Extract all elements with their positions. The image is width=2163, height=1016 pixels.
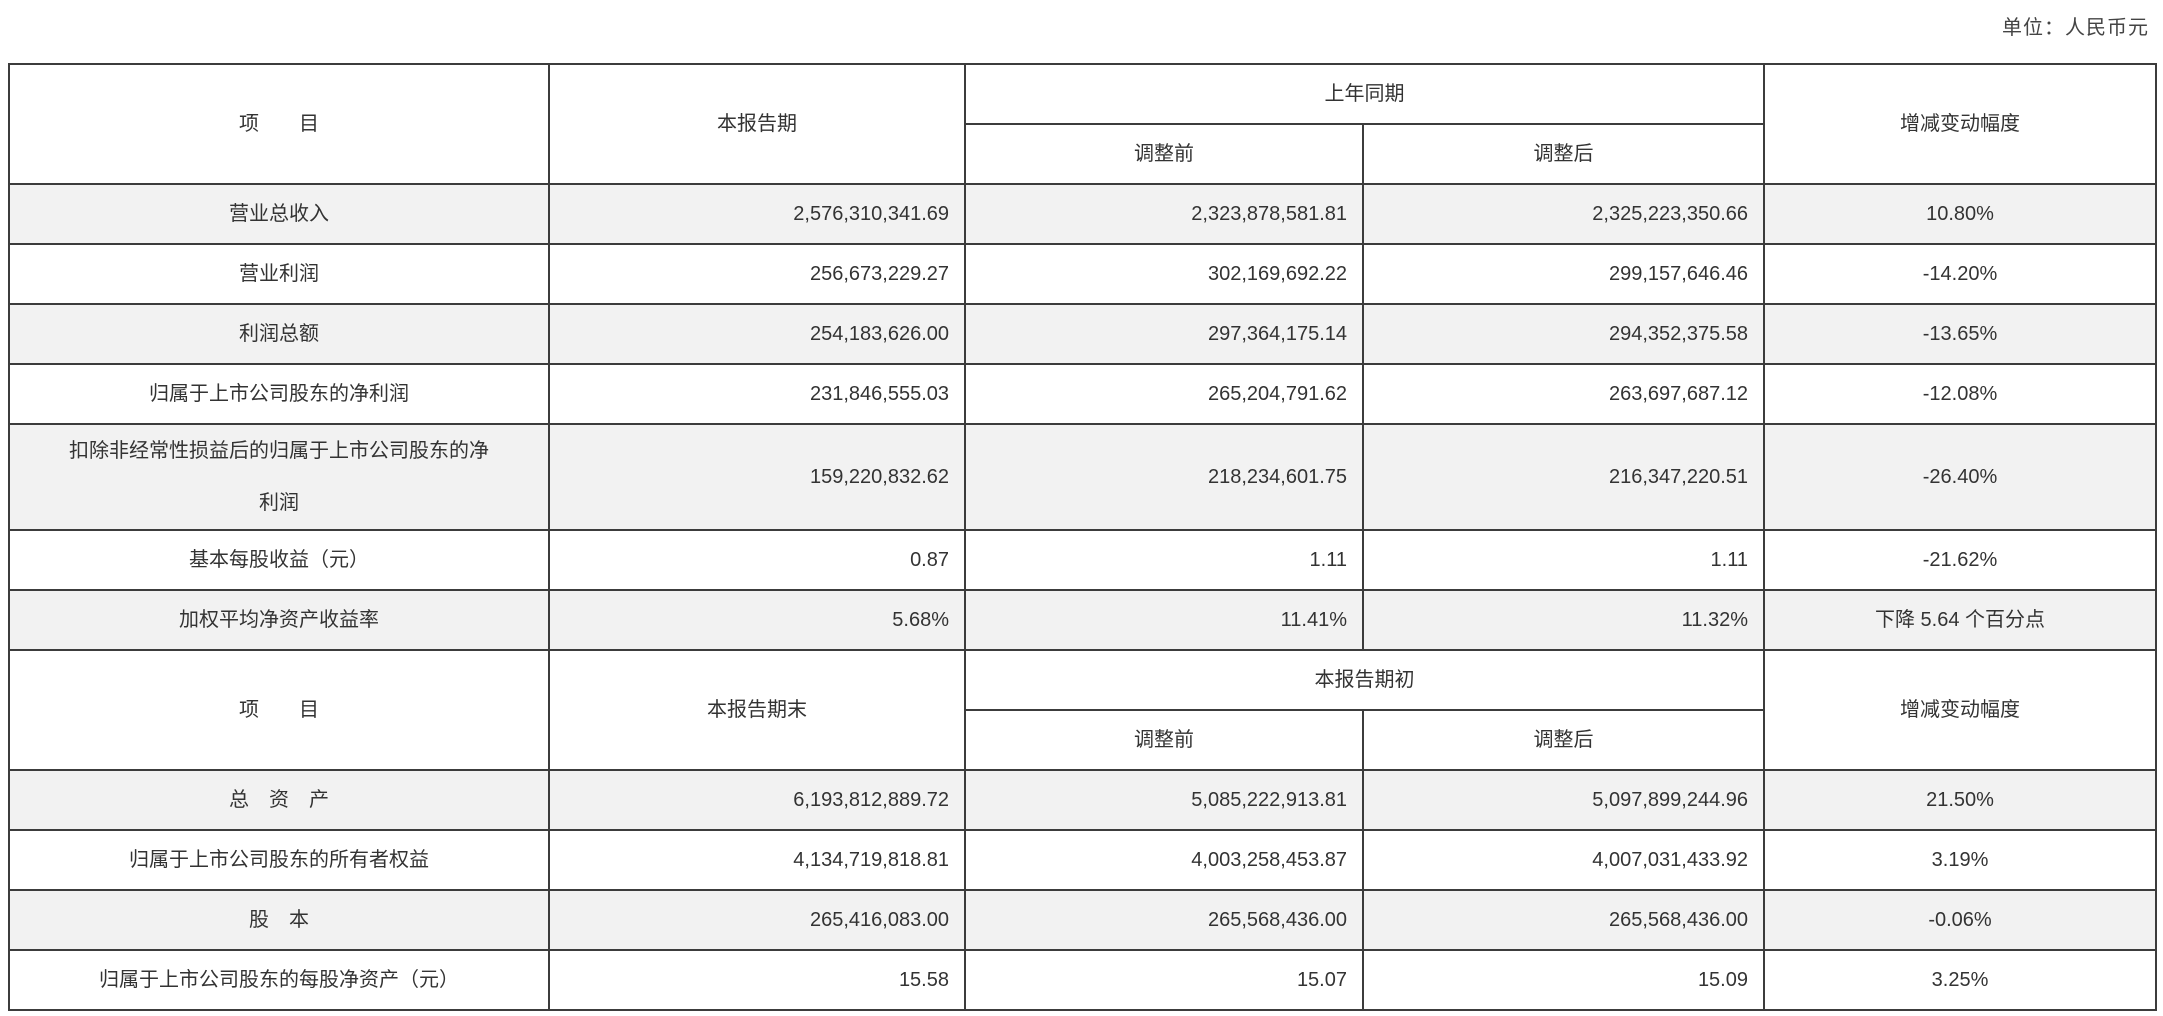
unit-label: 单位：人民币元 [2002,17,2149,39]
row-item-label: 营业总收入 [8,183,550,245]
row-before-adjust-value: 302,169,692.22 [964,243,1364,305]
row-after-adjust-value: 1.11 [1362,529,1765,591]
row-current-value: 256,673,229.27 [548,243,966,305]
header-after-adjust: 调整后 [1362,123,1765,185]
header-row-sub: 调整前 调整后 [9,709,2156,771]
table-row: 归属于上市公司股东的每股净资产（元） 15.58 15.07 15.09 3.2… [8,949,2157,1011]
header-change: 增减变动幅度 [1763,63,2157,185]
table-row: 归属于上市公司股东的所有者权益 4,134,719,818.81 4,003,2… [8,829,2157,891]
row-before-adjust-value: 11.41% [964,589,1364,651]
row-current-value: 15.58 [548,949,966,1011]
financial-summary-table: 项 目 本报告期 上年同期 增减变动幅度 调整前 调整后 营业总收入 2,576… [8,63,2157,1011]
row-change-value: 3.25% [1763,949,2157,1011]
header-after-adjust: 调整后 [1362,709,1765,771]
row-after-adjust-value: 15.09 [1362,949,1765,1011]
row-change-value: 21.50% [1763,769,2157,831]
header-prior-year-period: 上年同期 [964,63,1765,125]
row-item-label: 归属于上市公司股东的所有者权益 [8,829,550,891]
table-row: 基本每股收益（元） 0.87 1.11 1.11 -21.62% [8,529,2157,591]
header-row-top: 项 目 本报告期末 本报告期初 增减变动幅度 [8,649,2157,771]
table-row: 加权平均净资产收益率 5.68% 11.41% 11.32% 下降 5.64 个… [8,589,2157,651]
header-current-period: 本报告期 [548,63,966,185]
row-item-label: 利润总额 [8,303,550,365]
table-row: 营业总收入 2,576,310,341.69 2,323,878,581.81 … [8,183,2157,245]
row-before-adjust-value: 265,204,791.62 [964,363,1364,425]
header-change: 增减变动幅度 [1763,649,2157,771]
row-after-adjust-value: 263,697,687.12 [1362,363,1765,425]
balance-section-header: 项 目 本报告期末 本报告期初 增减变动幅度 调整前 调整后 [8,649,2157,771]
row-change-value: -26.40% [1763,423,2157,531]
row-before-adjust-value: 15.07 [964,949,1364,1011]
row-before-adjust-value: 297,364,175.14 [964,303,1364,365]
row-change-value: -13.65% [1763,303,2157,365]
row-item-label: 总 资 产 [8,769,550,831]
row-change-value: 下降 5.64 个百分点 [1763,589,2157,651]
row-item-label: 加权平均净资产收益率 [8,589,550,651]
row-current-value: 265,416,083.00 [548,889,966,951]
table-row: 利润总额 254,183,626.00 297,364,175.14 294,3… [8,303,2157,365]
header-period-begin: 本报告期初 [964,649,1765,711]
row-after-adjust-value: 2,325,223,350.66 [1362,183,1765,245]
header-before-adjust: 调整前 [964,709,1364,771]
row-after-adjust-value: 216,347,220.51 [1362,423,1765,531]
row-after-adjust-value: 299,157,646.46 [1362,243,1765,305]
row-item-label: 扣除非经常性损益后的归属于上市公司股东的净利润 [8,423,550,531]
row-item-label: 营业利润 [8,243,550,305]
row-change-value: -21.62% [1763,529,2157,591]
row-current-value: 159,220,832.62 [548,423,966,531]
header-before-adjust: 调整前 [964,123,1364,185]
row-change-value: -0.06% [1763,889,2157,951]
row-current-value: 6,193,812,889.72 [548,769,966,831]
header-item: 项 目 [8,649,550,771]
row-before-adjust-value: 1.11 [964,529,1364,591]
row-after-adjust-value: 4,007,031,433.92 [1362,829,1765,891]
row-change-value: -14.20% [1763,243,2157,305]
row-current-value: 0.87 [548,529,966,591]
row-current-value: 4,134,719,818.81 [548,829,966,891]
row-after-adjust-value: 265,568,436.00 [1362,889,1765,951]
header-period-end: 本报告期末 [548,649,966,771]
table-row: 归属于上市公司股东的净利润 231,846,555.03 265,204,791… [8,363,2157,425]
row-change-value: 3.19% [1763,829,2157,891]
row-change-value: 10.80% [1763,183,2157,245]
row-after-adjust-value: 11.32% [1362,589,1765,651]
row-current-value: 2,576,310,341.69 [548,183,966,245]
row-current-value: 231,846,555.03 [548,363,966,425]
row-before-adjust-value: 2,323,878,581.81 [964,183,1364,245]
balance-section-rows: 总 资 产 6,193,812,889.72 5,085,222,913.81 … [8,769,2157,1011]
income-section-header: 项 目 本报告期 上年同期 增减变动幅度 调整前 调整后 [8,63,2157,185]
row-current-value: 254,183,626.00 [548,303,966,365]
table-row: 扣除非经常性损益后的归属于上市公司股东的净利润 159,220,832.62 2… [8,423,2157,531]
row-after-adjust-value: 294,352,375.58 [1362,303,1765,365]
table-row: 股 本 265,416,083.00 265,568,436.00 265,56… [8,889,2157,951]
row-item-label: 归属于上市公司股东的每股净资产（元） [8,949,550,1011]
row-change-value: -12.08% [1763,363,2157,425]
income-section-rows: 营业总收入 2,576,310,341.69 2,323,878,581.81 … [8,183,2157,651]
row-item-label: 股 本 [8,889,550,951]
header-row-sub: 调整前 调整后 [9,123,2156,185]
header-item: 项 目 [8,63,550,185]
row-before-adjust-value: 218,234,601.75 [964,423,1364,531]
row-before-adjust-value: 5,085,222,913.81 [964,769,1364,831]
header-row-top: 项 目 本报告期 上年同期 增减变动幅度 [8,63,2157,185]
row-current-value: 5.68% [548,589,966,651]
table-row: 营业利润 256,673,229.27 302,169,692.22 299,1… [8,243,2157,305]
row-item-label: 基本每股收益（元） [8,529,550,591]
row-before-adjust-value: 265,568,436.00 [964,889,1364,951]
row-after-adjust-value: 5,097,899,244.96 [1362,769,1765,831]
row-before-adjust-value: 4,003,258,453.87 [964,829,1364,891]
row-item-label: 归属于上市公司股东的净利润 [8,363,550,425]
table-row: 总 资 产 6,193,812,889.72 5,085,222,913.81 … [8,769,2157,831]
